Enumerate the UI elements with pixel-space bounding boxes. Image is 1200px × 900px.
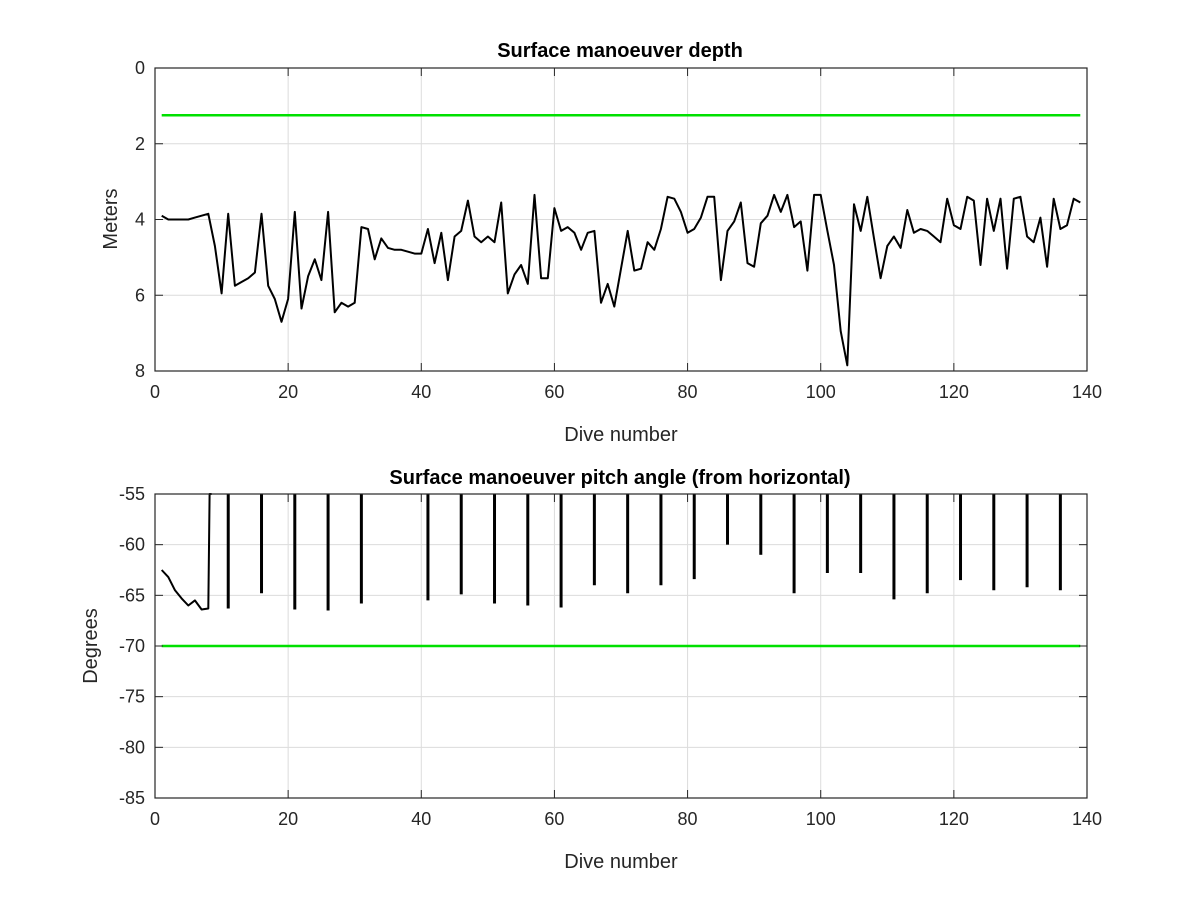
- x-tick-label: 80: [678, 809, 698, 829]
- x-axis-label: Dive number: [564, 424, 678, 446]
- chart-title: Surface manoeuver pitch angle (from hori…: [389, 467, 850, 489]
- x-tick-label: 60: [544, 809, 564, 829]
- x-tick-label: 20: [278, 382, 298, 402]
- y-tick-label: -70: [119, 636, 145, 656]
- x-tick-label: 100: [806, 809, 836, 829]
- x-tick-label: 100: [806, 382, 836, 402]
- y-tick-label: -80: [119, 737, 145, 757]
- data-series-line: [160, 493, 212, 611]
- x-tick-label: 40: [411, 382, 431, 402]
- y-tick-label: 2: [135, 134, 145, 154]
- y-axis-label: Degrees: [80, 608, 102, 684]
- data-series-line: [161, 193, 1081, 367]
- y-tick-label: -55: [119, 484, 145, 504]
- x-tick-label: 40: [411, 809, 431, 829]
- x-tick-label: 140: [1072, 809, 1102, 829]
- y-tick-label: 0: [135, 58, 145, 78]
- x-tick-label: 20: [278, 809, 298, 829]
- y-tick-label: -75: [119, 687, 145, 707]
- chart-title: Surface manoeuver depth: [497, 40, 743, 62]
- x-tick-label: 120: [939, 382, 969, 402]
- x-tick-label: 0: [150, 382, 160, 402]
- y-axis-label: Meters: [100, 188, 122, 249]
- pitch-chart: Surface manoeuver pitch angle (from hori…: [80, 467, 1102, 873]
- y-tick-label: -65: [119, 585, 145, 605]
- x-tick-label: 140: [1072, 382, 1102, 402]
- x-tick-label: 80: [678, 382, 698, 402]
- y-tick-label: 4: [135, 210, 145, 230]
- y-tick-label: -60: [119, 535, 145, 555]
- x-axis-label: Dive number: [564, 851, 678, 873]
- x-tick-label: 120: [939, 809, 969, 829]
- y-tick-label: 8: [135, 361, 145, 381]
- depth-chart: Surface manoeuver depth 0 20 40 60 80 100 120 1…: [100, 40, 1102, 446]
- y-tick-label: 6: [135, 285, 145, 305]
- x-tick-label: 0: [150, 809, 160, 829]
- y-tick-label: -85: [119, 788, 145, 808]
- x-tick-label: 60: [544, 382, 564, 402]
